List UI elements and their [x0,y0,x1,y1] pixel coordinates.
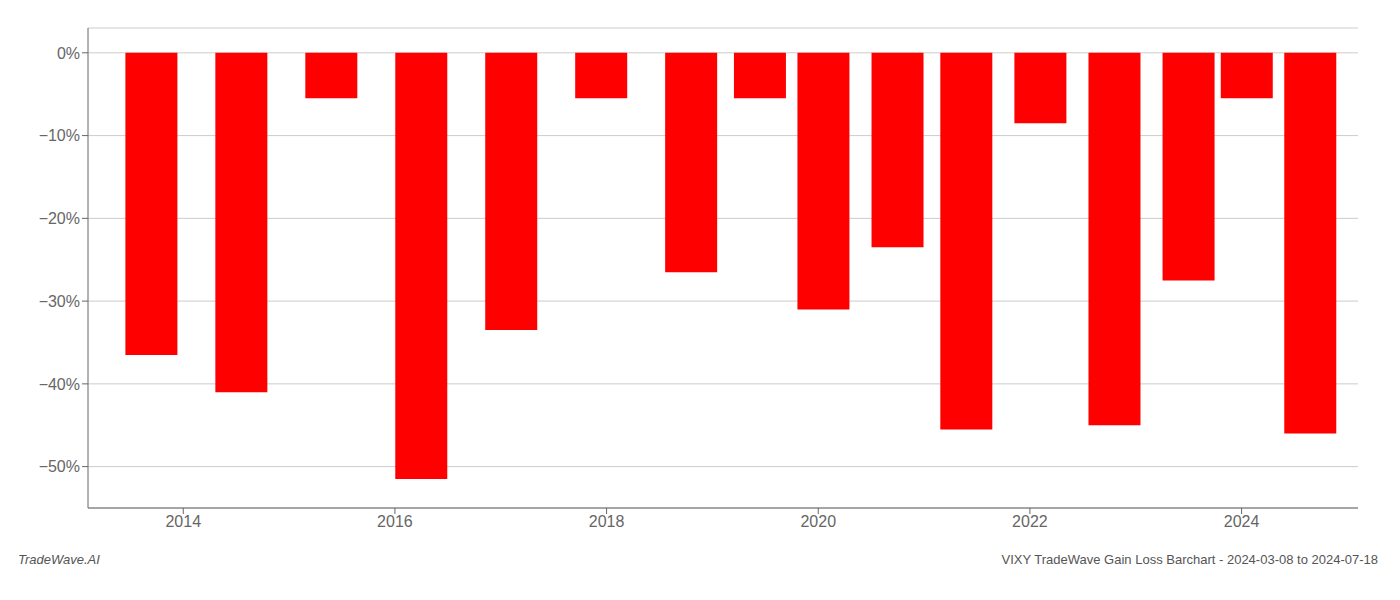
svg-text:2020: 2020 [800,513,836,530]
svg-text:−20%: −20% [39,210,80,227]
svg-text:0%: 0% [57,45,80,62]
html-text:VIXY TradeWave Gain Loss Barch: VIXY TradeWave Gain Loss Barchart - 2024… [1001,552,1378,567]
svg-text:2018: 2018 [589,513,625,530]
svg-text:2014: 2014 [165,513,201,530]
svg-text:2024: 2024 [1224,513,1260,530]
svg-text:−30%: −30% [39,293,80,310]
svg-text:2022: 2022 [1012,513,1048,530]
svg-text:−40%: −40% [39,376,80,393]
svg-text:−50%: −50% [39,458,80,475]
svg-text:−10%: −10% [39,127,80,144]
html-text:TradeWave.AI: TradeWave.AI [18,552,100,567]
svg-text:2016: 2016 [377,513,413,530]
